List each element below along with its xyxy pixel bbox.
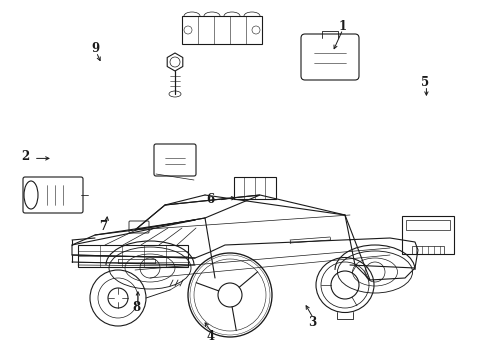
Text: 9: 9 xyxy=(91,42,99,55)
Text: 5: 5 xyxy=(421,76,428,89)
Text: 7: 7 xyxy=(99,220,106,233)
Bar xyxy=(405,220,449,230)
Bar xyxy=(234,177,275,199)
Bar xyxy=(401,216,453,254)
Text: 2: 2 xyxy=(21,150,29,163)
Text: 3: 3 xyxy=(307,316,315,329)
Text: 8: 8 xyxy=(132,301,140,314)
Bar xyxy=(182,16,262,44)
Text: 1: 1 xyxy=(338,21,346,33)
Bar xyxy=(78,245,187,267)
Bar xyxy=(411,246,443,254)
Text: 4: 4 xyxy=(206,330,214,343)
Text: 6: 6 xyxy=(206,193,214,206)
